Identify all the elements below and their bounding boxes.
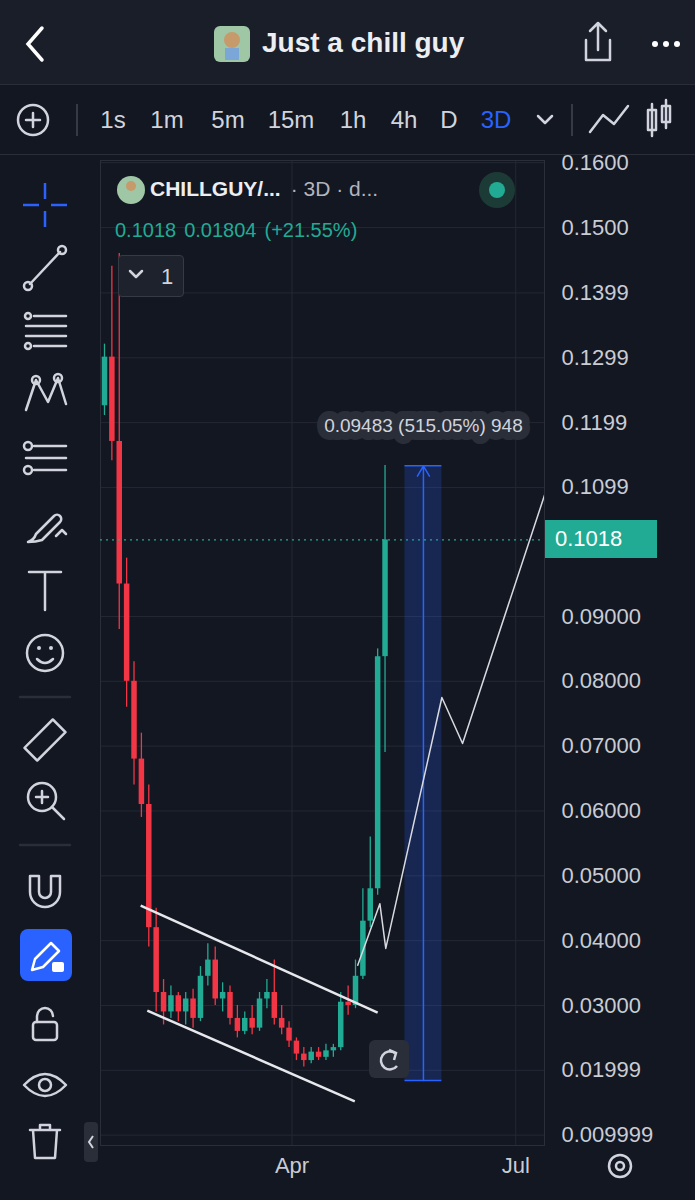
svg-text:0.1199: 0.1199 bbox=[562, 410, 628, 435]
html-text:1m: 1m bbox=[150, 106, 184, 133]
html-text:15m: 15m bbox=[267, 106, 315, 133]
svg-text:0.06000: 0.06000 bbox=[562, 798, 642, 823]
html-text:CHILLGUY/...: CHILLGUY/... bbox=[150, 177, 281, 200]
html-text:0.1018: 0.1018 bbox=[555, 526, 623, 552]
html-text:4h: 4h bbox=[390, 106, 418, 133]
svg-text:0.009999: 0.009999 bbox=[562, 1122, 654, 1147]
svg-text:0.09000: 0.09000 bbox=[562, 604, 642, 629]
html-text:0.1018 0.01804 (+21.55%): 0.1018 0.01804 (+21.55%) bbox=[115, 219, 358, 241]
svg-text:0.04000: 0.04000 bbox=[562, 928, 642, 953]
html-text:3D: 3D bbox=[480, 106, 512, 133]
svg-text:Apr: Apr bbox=[275, 1153, 309, 1178]
svg-text:0.01999: 0.01999 bbox=[562, 1057, 642, 1082]
svg-text:0.1399: 0.1399 bbox=[562, 280, 629, 305]
svg-text:0.07000: 0.07000 bbox=[562, 733, 642, 758]
svg-text:0.09483 (515.05%) 948: 0.09483 (515.05%) 948 bbox=[324, 415, 523, 436]
html-text:· 3D · d...: · 3D · d... bbox=[290, 177, 379, 200]
svg-text:0.1500: 0.1500 bbox=[562, 215, 629, 240]
html-text:D: D bbox=[440, 106, 458, 133]
svg-text:0.1299: 0.1299 bbox=[562, 345, 629, 370]
html-text:1s: 1s bbox=[100, 106, 126, 133]
svg-text:0.08000: 0.08000 bbox=[562, 668, 642, 693]
html-text:1h: 1h bbox=[339, 106, 367, 133]
html-text:1: 1 bbox=[161, 264, 174, 289]
html-text:Just a chill guy: Just a chill guy bbox=[262, 27, 465, 58]
html-text:5m: 5m bbox=[211, 106, 245, 133]
svg-text:Jul: Jul bbox=[502, 1153, 530, 1178]
svg-text:0.1099: 0.1099 bbox=[562, 474, 629, 499]
svg-text:0.1600: 0.1600 bbox=[562, 150, 629, 175]
svg-text:0.03000: 0.03000 bbox=[562, 993, 642, 1018]
svg-text:0.05000: 0.05000 bbox=[562, 863, 642, 888]
